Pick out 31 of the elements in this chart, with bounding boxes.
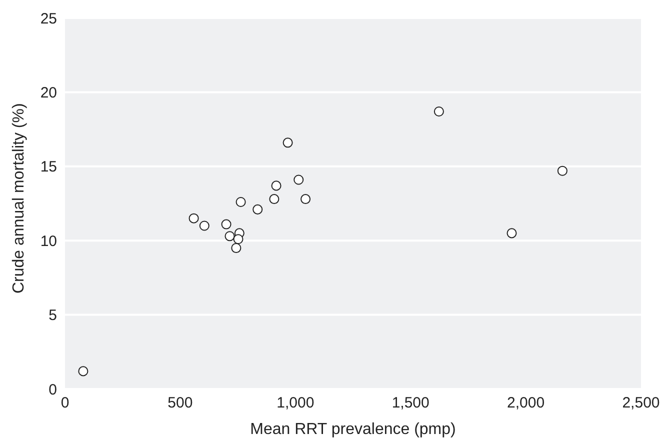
point [221, 219, 232, 230]
x-tick-label: 1,500 [392, 394, 430, 412]
y-tick-label: 20 [40, 84, 57, 102]
x-axis-title: Mean RRT prevalence (pmp) [250, 421, 456, 438]
x-tick-label: 0 [60, 394, 70, 412]
point [188, 213, 199, 224]
point [236, 197, 246, 208]
point [231, 243, 242, 254]
y-tick-label: 0 [48, 381, 57, 398]
point [269, 194, 280, 204]
x-tick-label: 2,500 [622, 394, 660, 412]
y-axis-title: Crude annual mortality (%) [10, 103, 28, 294]
y-tick-label: 10 [40, 232, 57, 250]
point [294, 174, 304, 185]
y-tick-label: 15 [40, 158, 57, 176]
y-tick-label: 5 [48, 307, 57, 324]
point [506, 228, 517, 238]
x-tick-label: 500 [168, 394, 193, 412]
point [78, 366, 88, 376]
point [224, 231, 235, 242]
point [271, 180, 282, 191]
x-tick-label: 1,000 [276, 394, 314, 412]
point [282, 138, 293, 148]
x-tick-label: 2,000 [507, 394, 545, 412]
point [252, 204, 263, 214]
point [557, 166, 568, 176]
y-tick-label: 25 [40, 10, 57, 28]
point [199, 220, 210, 231]
point [434, 106, 444, 116]
point [300, 194, 311, 204]
point [233, 234, 244, 244]
